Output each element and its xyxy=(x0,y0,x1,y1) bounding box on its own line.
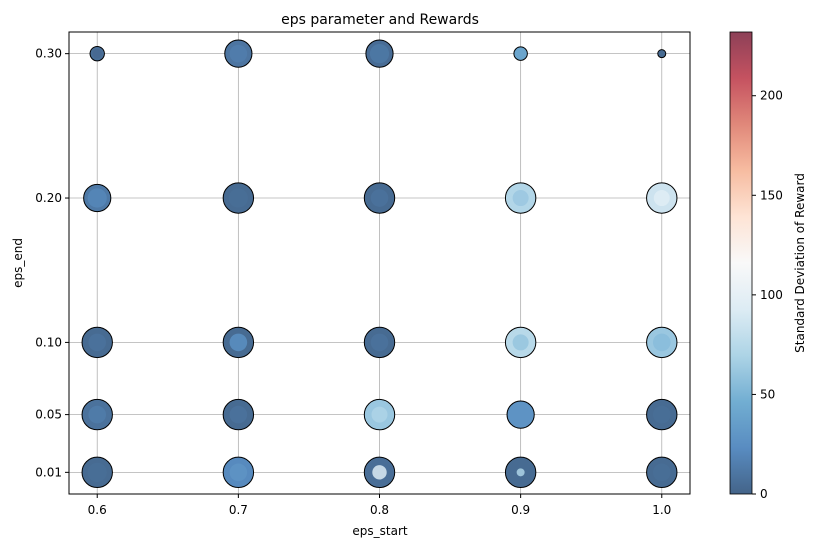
data-point-inner xyxy=(653,190,670,207)
data-point-inner xyxy=(512,190,529,207)
data-point xyxy=(513,46,528,61)
data-point-inner xyxy=(652,463,671,482)
colorbar: 0 50 100 150 200 xyxy=(729,31,783,501)
x-tick-label: 0.6 xyxy=(88,503,107,517)
colorbar-tick-label: 100 xyxy=(760,288,783,302)
x-axis-label: eps_start xyxy=(352,524,407,538)
data-point-inner xyxy=(370,333,389,352)
data-point-inner xyxy=(371,406,388,423)
data-point-inner xyxy=(229,44,248,63)
x-tick-label: 0.7 xyxy=(229,503,248,517)
x-tick-label: 1.0 xyxy=(652,503,671,517)
y-tick-label: 0.30 xyxy=(35,47,62,61)
data-point-inner xyxy=(372,465,387,480)
data-point-inner xyxy=(229,463,248,482)
data-point-inner xyxy=(88,333,107,352)
data-point-inner xyxy=(652,405,671,424)
y-axis-label: eps_end xyxy=(11,238,25,288)
data-point-inner xyxy=(512,334,529,351)
data-point-inner xyxy=(228,188,248,208)
x-tick-label: 0.8 xyxy=(370,503,389,517)
colorbar-tick-label: 0 xyxy=(760,487,768,501)
data-point-inner xyxy=(92,48,103,59)
colorbar-label: Standard Deviation of Reward xyxy=(793,173,807,353)
colorbar-tick-label: 200 xyxy=(760,89,783,103)
data-point-inner xyxy=(87,462,107,482)
plot-area: 0.6 0.7 0.8 0.9 1.0 0.30 0.20 0.10 0.05 0.01 xyxy=(35,31,691,517)
data-point xyxy=(657,49,667,59)
colorbar-tick-label: 50 xyxy=(760,387,775,401)
data-point-inner xyxy=(516,468,525,477)
y-tick-label: 0.10 xyxy=(35,335,62,349)
data-point xyxy=(506,400,535,429)
data-point-inner xyxy=(229,405,248,424)
colorbar-gradient xyxy=(729,31,753,495)
y-tick-label: 0.01 xyxy=(35,465,62,479)
colorbar-tick-label: 150 xyxy=(760,188,783,202)
data-point-inner xyxy=(369,44,390,64)
x-tick-label: 0.9 xyxy=(511,503,530,517)
y-tick-label: 0.20 xyxy=(35,191,62,205)
data-point-inner xyxy=(652,333,671,352)
data-point-inner xyxy=(370,189,389,207)
y-tick-label: 0.05 xyxy=(35,408,62,422)
data-point-inner xyxy=(229,333,248,352)
data-point-inner xyxy=(88,405,107,424)
data-point-inner xyxy=(87,188,107,208)
chart-title: eps parameter and Rewards xyxy=(281,12,479,28)
